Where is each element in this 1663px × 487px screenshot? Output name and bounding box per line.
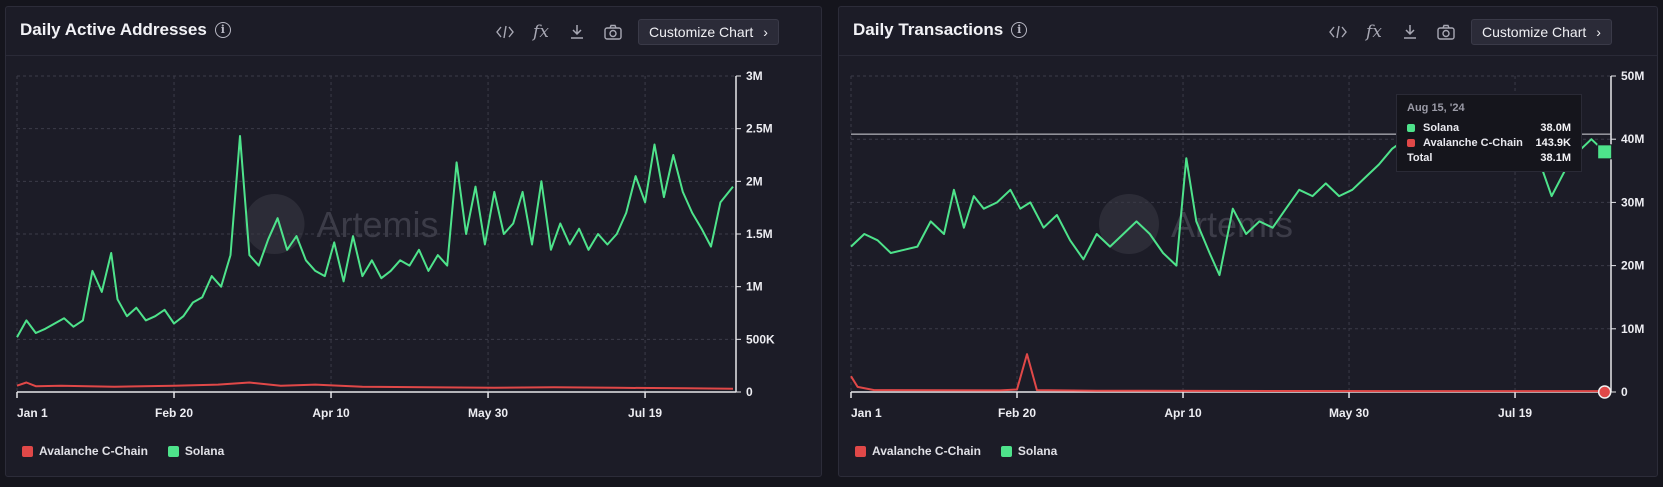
legend-swatch <box>167 445 179 457</box>
info-icon[interactable]: i <box>1011 22 1028 38</box>
customize-chart-label: Customize Chart <box>649 24 754 40</box>
legend-item-avalanche[interactable]: Avalanche C-Chain <box>855 444 981 458</box>
tooltip-total-value: 38.1M <box>1540 151 1571 164</box>
tooltip-row-solana: Solana 38.0M <box>1407 120 1571 135</box>
y-tick-label: 3M <box>746 69 763 83</box>
camera-icon[interactable] <box>602 21 624 43</box>
x-tick-label: Feb 20 <box>998 406 1036 420</box>
y-tick-label: 40M <box>1621 132 1644 146</box>
tooltip-row-total: Total 38.1M <box>1407 150 1571 165</box>
x-tick-label: Jul 19 <box>628 406 662 420</box>
chevron-right-icon: › <box>1596 24 1601 40</box>
y-tick-label: 50M <box>1621 69 1644 83</box>
chart-toolbar: fx Customize Chart › <box>494 19 779 45</box>
legend-item-solana[interactable]: Solana <box>167 444 225 458</box>
chart-legend: Avalanche C-Chain Solana <box>22 444 224 458</box>
series-line-solana <box>16 135 734 338</box>
download-icon[interactable] <box>1399 21 1421 43</box>
panel-title-text: Daily Transactions <box>853 20 1004 39</box>
y-tick-label: 0 <box>1621 385 1628 399</box>
hover-marker-avalanche <box>1597 385 1612 399</box>
panel-header: Daily Transactions i fx Customize Chart … <box>839 7 1657 56</box>
x-tick-label: Jan 1 <box>851 406 882 420</box>
customize-chart-label: Customize Chart <box>1482 24 1587 40</box>
chart-tooltip: Aug 15, '24 Solana 38.0M Avalanche C-Chai… <box>1396 94 1582 172</box>
info-icon[interactable]: i <box>214 22 231 38</box>
code-icon[interactable] <box>1327 21 1349 43</box>
panel-header: Daily Active Addresses i fx Customize Ch… <box>6 7 821 56</box>
panel-title-text: Daily Active Addresses <box>20 20 207 39</box>
tooltip-series-name: Avalanche C-Chain <box>1423 136 1523 149</box>
tooltip-series-name: Solana <box>1423 121 1460 134</box>
x-tick-label: Feb 20 <box>155 406 193 420</box>
hover-marker-solana <box>1597 144 1613 160</box>
legend-item-solana[interactable]: Solana <box>1000 444 1058 458</box>
x-tick-label: Jan 1 <box>17 406 48 420</box>
x-tick-label: May 30 <box>1329 406 1369 420</box>
panel-title: Daily Transactions i <box>853 20 1028 40</box>
chart-toolbar: fx Customize Chart › <box>1327 19 1612 45</box>
legend-label: Solana <box>184 444 225 458</box>
code-icon[interactable] <box>494 21 516 43</box>
legend-label: Solana <box>1017 444 1058 458</box>
watermark-text: Artemis <box>317 204 439 245</box>
camera-icon[interactable] <box>1435 21 1457 43</box>
legend-label: Avalanche C-Chain <box>872 444 981 458</box>
y-tick-label: 10M <box>1621 322 1644 336</box>
series-line-avalanche-c-chain <box>850 353 1605 393</box>
series-line-avalanche-c-chain <box>16 381 734 390</box>
y-tick-label: 20M <box>1621 259 1644 273</box>
y-tick-label: 500K <box>746 332 775 346</box>
tooltip-swatch <box>1407 138 1415 147</box>
legend-label: Avalanche C-Chain <box>39 444 148 458</box>
formula-fx-icon[interactable]: fx <box>1366 22 1382 42</box>
x-tick-label: Jul 19 <box>1498 406 1532 420</box>
customize-chart-button[interactable]: Customize Chart › <box>1471 19 1612 45</box>
customize-chart-button[interactable]: Customize Chart › <box>638 19 779 45</box>
panel-title: Daily Active Addresses i <box>20 20 231 40</box>
tooltip-total-label: Total <box>1407 151 1433 164</box>
daily-transactions-panel: Daily Transactions i fx Customize Chart … <box>838 6 1658 477</box>
tooltip-series-value: 143.9K <box>1535 136 1571 149</box>
download-icon[interactable] <box>566 21 588 43</box>
y-tick-label: 2.5M <box>746 122 773 136</box>
legend-swatch <box>22 445 33 457</box>
chevron-right-icon: › <box>763 24 768 40</box>
y-tick-label: 2M <box>746 174 763 188</box>
watermark-logo-icon <box>1099 194 1159 254</box>
y-tick-label: 0 <box>746 385 753 399</box>
daily-active-addresses-panel: Daily Active Addresses i fx Customize Ch… <box>5 6 822 477</box>
legend-item-avalanche[interactable]: Avalanche C-Chain <box>22 444 148 458</box>
x-tick-label: Apr 10 <box>312 406 350 420</box>
chart-legend: Avalanche C-Chain Solana <box>855 444 1057 458</box>
y-tick-label: 1M <box>746 280 763 294</box>
legend-swatch <box>855 445 866 457</box>
x-tick-label: May 30 <box>468 406 508 420</box>
formula-fx-icon[interactable]: fx <box>533 22 549 42</box>
y-tick-label: 30M <box>1621 195 1644 209</box>
tooltip-swatch <box>1407 123 1415 132</box>
y-tick-label: 1.5M <box>746 227 773 241</box>
x-tick-label: Apr 10 <box>1164 406 1202 420</box>
tooltip-row-avalanche: Avalanche C-Chain 143.9K <box>1407 135 1571 150</box>
tooltip-series-value: 38.0M <box>1540 121 1571 134</box>
legend-swatch <box>1000 445 1012 457</box>
tooltip-date: Aug 15, '24 <box>1407 102 1465 114</box>
